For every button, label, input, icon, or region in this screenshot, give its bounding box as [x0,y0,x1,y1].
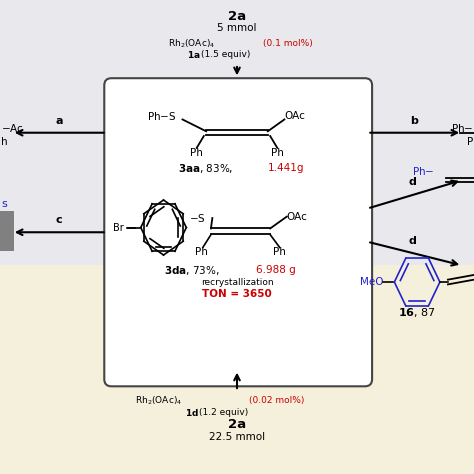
Text: 2a: 2a [228,418,246,431]
Text: h: h [1,137,8,147]
Text: Ph: Ph [195,247,208,257]
Text: Ph: Ph [271,147,284,158]
Text: 22.5 mmol: 22.5 mmol [209,432,265,442]
Text: s: s [1,199,7,209]
Text: $-$S: $-$S [189,212,205,224]
Text: TON = 3650: TON = 3650 [202,289,272,299]
Text: Rh$_2$(OAc)$_4$: Rh$_2$(OAc)$_4$ [168,37,216,50]
Text: (0.02 mol%): (0.02 mol%) [249,396,304,405]
Text: P: P [467,137,473,147]
Text: OAc: OAc [287,211,308,222]
Text: Ph: Ph [273,247,286,257]
Text: $\mathbf{d}$: $\mathbf{d}$ [408,235,417,246]
Text: Br: Br [113,222,124,233]
FancyBboxPatch shape [104,78,372,386]
Text: 1.441g: 1.441g [268,163,304,173]
Text: $\mathbf{b}$: $\mathbf{b}$ [410,114,419,126]
Text: (1.2 equiv): (1.2 equiv) [199,408,248,417]
Text: $\mathbf{d}$: $\mathbf{d}$ [408,175,417,187]
Text: 6.988 g: 6.988 g [256,265,296,275]
Text: Ph: Ph [190,147,203,158]
Text: (1.5 equiv): (1.5 equiv) [201,51,251,59]
Bar [0,211,14,251]
Bar [0,265,474,474]
Text: Rh$_2$(OAc)$_4$: Rh$_2$(OAc)$_4$ [135,394,182,407]
Text: 5 mmol: 5 mmol [217,23,257,34]
Text: recrystallization: recrystallization [201,278,273,286]
Text: MeO: MeO [360,277,384,287]
Text: $\mathbf{1d}$: $\mathbf{1d}$ [185,407,199,418]
Text: $\mathbf{c}$: $\mathbf{c}$ [55,215,63,225]
Text: Ph$-$: Ph$-$ [412,164,435,177]
Text: $\mathbf{16}$, 87: $\mathbf{16}$, 87 [398,306,436,319]
Text: $\mathbf{3aa}$, 83%,: $\mathbf{3aa}$, 83%, [178,162,234,175]
Text: $\mathbf{3da}$, 73%,: $\mathbf{3da}$, 73%, [164,264,220,277]
Text: Ph$-$: Ph$-$ [451,122,473,134]
Text: (0.1 mol%): (0.1 mol%) [263,39,313,48]
Text: $\mathbf{a}$: $\mathbf{a}$ [55,116,64,126]
Text: $\mathbf{1a}$: $\mathbf{1a}$ [187,49,201,61]
Text: Ph$-$S: Ph$-$S [147,110,176,122]
Text: OAc: OAc [284,111,305,121]
Text: 2a: 2a [228,10,246,23]
Bar [0,0,474,265]
Text: $-$Ac: $-$Ac [1,122,24,134]
